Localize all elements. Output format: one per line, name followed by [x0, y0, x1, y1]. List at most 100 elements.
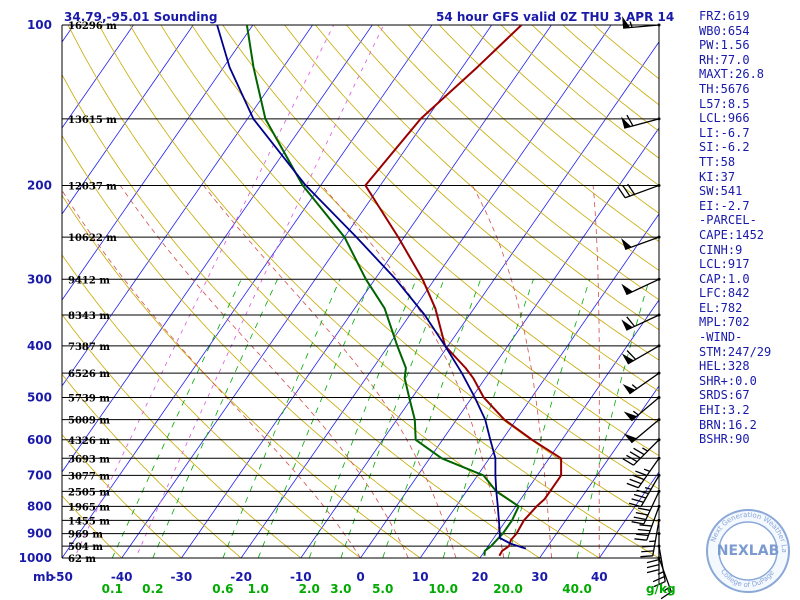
- index-line: KI:37: [699, 169, 736, 184]
- temperature-tick-label: 40: [591, 570, 608, 584]
- dry-adiabat-line: [222, 25, 659, 424]
- isohume-line: [73, 25, 335, 558]
- isotherm-line: [62, 25, 194, 215]
- mixing-ratio-line: [152, 279, 278, 558]
- model-valid-time: 54 hour GFS valid 0Z THU 3 APR 14: [436, 10, 674, 24]
- wind-barb-column: [617, 16, 672, 600]
- index-line: EL:782: [699, 300, 743, 315]
- pressure-tick-label: 500: [27, 391, 52, 405]
- pressure-tick-label: 100: [27, 18, 52, 32]
- index-line: FRZ:619: [699, 9, 750, 23]
- wind-barb: [621, 235, 661, 251]
- pressure-tick-label: 600: [27, 433, 52, 447]
- temperature-tick-label: 0: [356, 570, 364, 584]
- mixing-ratio-label: 40.0: [562, 582, 592, 596]
- mixing-ratio-line: [308, 279, 417, 558]
- index-line: CAPE:1452: [699, 227, 765, 242]
- dry-adiabat-line: [314, 25, 659, 331]
- temperature-tick-label: -50: [51, 570, 73, 584]
- temperature-tick-label: 30: [531, 570, 548, 584]
- dry-adiabat-line: [62, 433, 182, 558]
- height-label: 7387 m: [68, 342, 110, 353]
- index-line: EHI:3.2: [699, 403, 750, 418]
- nexlab-logo: Next Generation Weather Lab College of D…: [705, 508, 790, 593]
- temperature-profile-line: [364, 25, 563, 557]
- dry-adiabat-line: [160, 25, 659, 490]
- index-line: -WIND-: [699, 330, 743, 345]
- temperature-tick-label: -20: [230, 570, 252, 584]
- mixing-ratio-line: [507, 279, 591, 558]
- height-label: 12037 m: [68, 181, 117, 192]
- height-label: 5739 m: [68, 394, 110, 405]
- height-label: 6526 m: [68, 369, 110, 380]
- index-line: BRN:16.2: [699, 417, 757, 432]
- dry-adiabat-line: [191, 25, 659, 457]
- index-line: MAXT:26.8: [699, 67, 765, 82]
- wind-barb: [622, 16, 661, 29]
- wind-barb: [623, 396, 661, 422]
- wind-barb: [628, 473, 661, 508]
- mixing-ratio-line: [257, 279, 372, 558]
- wind-barb: [621, 277, 661, 296]
- index-line: SRDS:67: [699, 388, 750, 403]
- profile-lines: [216, 25, 563, 557]
- moist-adiabat-line: [62, 189, 361, 558]
- mixing-ratio-line: [222, 279, 341, 558]
- mixing-ratio-label: 0.2: [142, 582, 163, 596]
- height-label: 3693 m: [68, 454, 110, 465]
- mixing-ratio-line: [442, 279, 534, 558]
- index-line: -PARCEL-: [699, 213, 757, 228]
- wind-barb: [631, 489, 661, 525]
- pressure-tick-label: 900: [27, 527, 52, 541]
- stability-indices-panel: FRZ:619 WB0:654 PW:1.56 RH:77.0 MAXT:26.8 TH:…: [699, 9, 799, 447]
- index-line: CAP:1.0: [699, 271, 750, 286]
- height-label: 10622 m: [68, 233, 117, 244]
- dry-adiabat-line: [62, 373, 242, 558]
- pressure-tick-label: 400: [27, 339, 52, 353]
- index-line: SW:541: [699, 184, 743, 199]
- pressure-tick-label: 1000: [19, 551, 52, 565]
- height-label: 1965 m: [68, 502, 110, 513]
- index-line: TT:58: [699, 154, 736, 169]
- index-line: HEL:328: [699, 359, 750, 374]
- logo-main-text: NEXLAB: [717, 543, 780, 559]
- dry-adiabat-line: [67, 25, 601, 558]
- mixing-ratio-line: [340, 279, 445, 558]
- wind-barb: [657, 556, 672, 600]
- height-label: 16296 m: [68, 21, 117, 32]
- dry-adiabat-line: [62, 254, 362, 558]
- height-label: 8343 m: [68, 311, 110, 322]
- isotherm-line: [479, 299, 659, 558]
- index-line: PW:1.56: [699, 38, 750, 53]
- height-label: 504 m: [68, 542, 103, 553]
- dry-adiabat-line: [407, 25, 659, 243]
- mixing-ratio-label: 10.0: [428, 582, 458, 596]
- temperature-tick-label: -10: [290, 570, 312, 584]
- plot-background-lines: [62, 25, 659, 558]
- index-line: SHR+:0.0: [699, 373, 757, 388]
- wind-barb: [646, 532, 661, 574]
- index-line: TH:5676: [699, 81, 750, 96]
- pressure-unit-label: mb: [33, 570, 55, 584]
- pressure-tick-label: 200: [27, 178, 52, 192]
- index-line: STM:247/29: [699, 344, 772, 359]
- dry-adiabat-line: [345, 25, 659, 301]
- dry-adiabat-line: [376, 25, 659, 271]
- sounding-location-title: 34.79,-95.01 Sounding: [64, 10, 217, 24]
- height-label: 969 m: [68, 530, 103, 541]
- wind-barb: [621, 344, 661, 365]
- wind-barb: [621, 313, 661, 331]
- temperature-tick-label: 10: [412, 570, 429, 584]
- isotherm-line: [62, 25, 254, 301]
- mixing-ratio-label: 20.0: [493, 582, 523, 596]
- pressure-tick-label: 700: [27, 468, 52, 482]
- index-line: LCL:917: [699, 257, 750, 272]
- wind-barb: [634, 504, 661, 541]
- dry-adiabat-line: [253, 25, 659, 392]
- height-label: 62 m: [68, 554, 96, 565]
- dry-adiabat-line: [129, 25, 659, 524]
- index-line: RH:77.0: [699, 52, 750, 67]
- wind-barb: [626, 456, 661, 489]
- isotherm-line: [62, 25, 373, 473]
